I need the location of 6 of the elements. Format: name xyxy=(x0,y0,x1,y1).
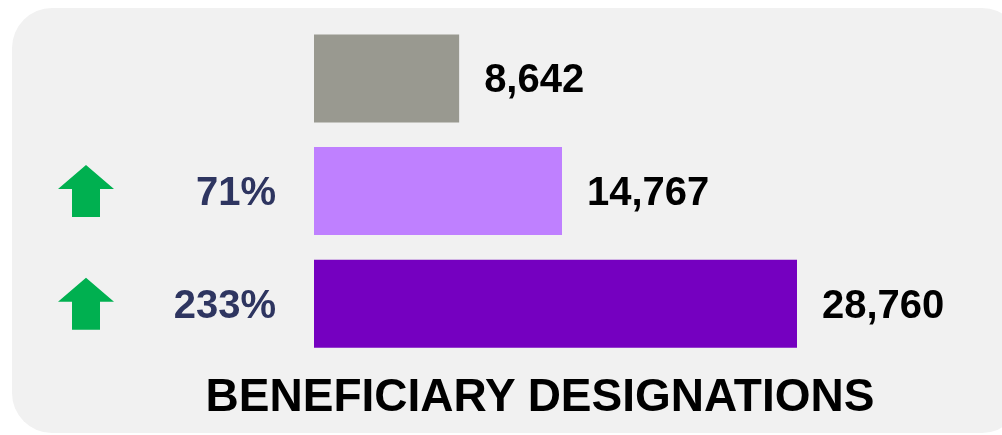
text: BENEFICIARY DESIGNATIONS xyxy=(204,368,876,422)
y-tick-label: 71% xyxy=(195,169,276,213)
data-label: 28,760 xyxy=(822,281,945,326)
data-label: 14,767 xyxy=(587,169,710,214)
y-tick-label: 233% xyxy=(173,281,276,326)
data-label: 8,642 xyxy=(484,56,585,101)
